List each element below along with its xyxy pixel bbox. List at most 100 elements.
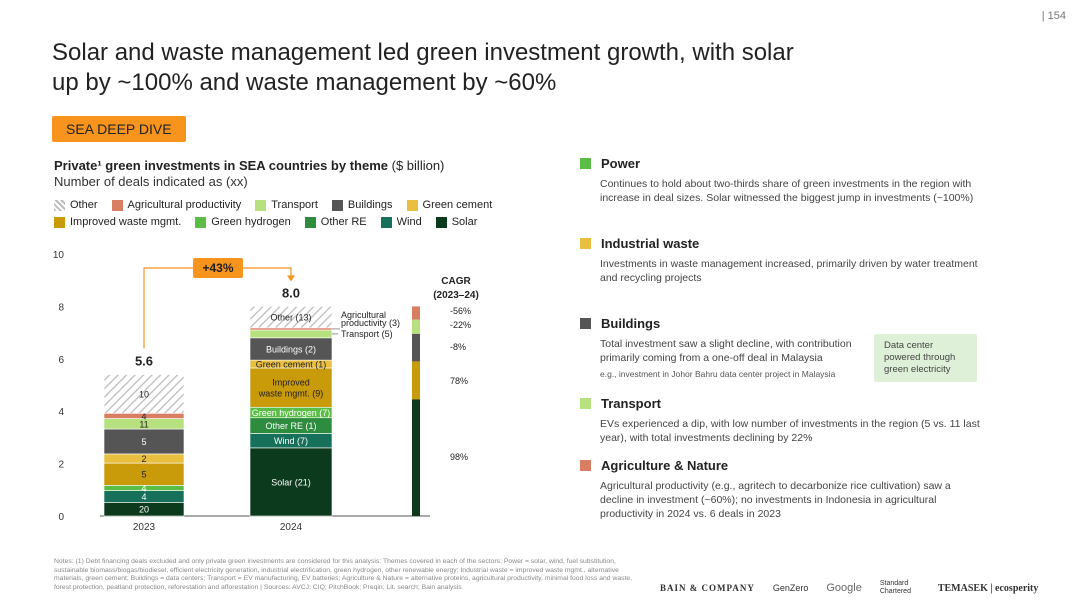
legend-item: Wind [380, 216, 422, 228]
bar-label: Solar (21) [271, 477, 311, 487]
legend-swatch [380, 216, 392, 228]
logo-genzero: GenZero [772, 583, 809, 593]
theme-color-square [580, 398, 591, 409]
cagr-strip-segment [412, 399, 420, 516]
x-tick-label: 2024 [280, 522, 303, 533]
partner-logos: BAIN & COMPANY GenZero Google Standard C… [660, 580, 1038, 596]
theme-heading: Power [580, 156, 980, 171]
legend-item: Transport [255, 199, 318, 211]
theme-description: EVs experienced a dip, with low number o… [600, 418, 980, 444]
bar-label: 20 [139, 505, 149, 515]
bar-label: Other RE (1) [265, 421, 316, 431]
annotation-label: productivity (3) [341, 318, 400, 328]
bar-label: 11 [139, 419, 148, 429]
legend-label: Transport [271, 199, 318, 211]
bar-total: 8.0 [282, 285, 300, 300]
legend-label: Other [70, 199, 98, 211]
bar-label: 5 [141, 437, 146, 447]
theme-name: Agriculture & Nature [601, 458, 729, 473]
legend-swatch [255, 199, 267, 211]
theme-block: Agriculture & Nature Agricultural product… [580, 458, 980, 521]
theme-description: Agricultural productivity (e.g., agritec… [600, 480, 951, 520]
bar-label: Improved [272, 378, 310, 388]
theme-color-square [580, 318, 591, 329]
theme-description: Total investment saw a slight decline, w… [600, 338, 852, 364]
bar-label: 4 [141, 492, 146, 502]
theme-name: Transport [601, 396, 661, 411]
data-center-callout: Data center powered through green electr… [874, 334, 977, 382]
theme-block: Buildings Total investment saw a slight d… [580, 316, 980, 379]
legend-label: Agricultural productivity [127, 199, 242, 211]
legend-item: Buildings [331, 199, 393, 211]
cagr-value: 78% [450, 376, 468, 386]
cagr-strip-segment [412, 361, 420, 400]
chart-legend-row-1: Other Agricultural productivity Transport B… [54, 199, 492, 211]
theme-description: Investments in waste management increase… [600, 258, 978, 284]
cagr-title: (2023–24) [433, 290, 479, 301]
cagr-value: 98% [450, 452, 468, 462]
y-tick-label: 10 [53, 250, 65, 261]
theme-name: Industrial waste [601, 236, 700, 251]
legend-item: Other [54, 199, 98, 211]
bar-segment [249, 329, 333, 339]
legend-swatch [54, 199, 65, 211]
y-tick-label: 0 [58, 512, 64, 523]
section-tag: SEA DEEP DIVE [52, 116, 186, 142]
chart-unit: ($ billion) [391, 158, 445, 173]
bar-label: Wind (7) [274, 436, 308, 446]
cagr-strip-segment [412, 333, 420, 362]
theme-name: Buildings [601, 316, 661, 331]
cagr-strip-segment [412, 319, 420, 334]
bar-segment [103, 428, 185, 455]
bar-label: Green hydrogen (7) [252, 408, 331, 418]
chart-title-text: Private¹ green investments in SEA countr… [54, 158, 389, 173]
chart-legend-row-2: Improved waste mgmt. Green hydrogen Other … [54, 216, 477, 228]
y-tick-label: 6 [58, 355, 64, 366]
growth-badge [193, 258, 243, 278]
cagr-value: -8% [450, 342, 466, 352]
bar-label: Buildings (2) [266, 344, 316, 354]
legend-swatch [54, 216, 65, 228]
legend-item: Green cement [406, 199, 493, 211]
legend-swatch [406, 199, 418, 211]
bar-segment [103, 374, 185, 414]
theme-block: Industrial waste Investments in waste man… [580, 236, 980, 285]
theme-color-square [580, 238, 591, 249]
theme-block: Power Continues to hold about two-thirds … [580, 156, 980, 205]
legend-label: Other RE [320, 216, 367, 228]
logo-bain: BAIN & COMPANY [660, 583, 755, 593]
growth-arrow-head [287, 275, 295, 282]
bar-segment [249, 447, 333, 517]
annotation-label: Agricultural [341, 310, 386, 320]
theme-heading: Agriculture & Nature [580, 458, 980, 473]
bar-label: Other (13) [270, 313, 311, 323]
legend-item: Green hydrogen [195, 216, 291, 228]
legend-label: Solar [451, 216, 478, 228]
y-tick-label: 4 [58, 407, 64, 418]
footnotes: Notes: (1) Debt financing deals excluded… [54, 558, 633, 591]
theme-example: e.g., investment in Johor Bahru data cen… [600, 369, 836, 379]
theme-name: Power [601, 156, 641, 171]
legend-swatch [195, 216, 207, 228]
page-title: Solar and waste management led green inv… [52, 39, 794, 96]
bar-label: 5 [141, 470, 146, 480]
legend-item: Improved waste mgmt. [54, 216, 181, 228]
legend-label: Buildings [347, 199, 393, 211]
bar-label: 10 [139, 389, 149, 399]
legend-swatch [331, 199, 343, 211]
theme-heading: Buildings [580, 316, 980, 331]
legend-swatch [111, 199, 123, 211]
annotation-label: Transport (5) [341, 329, 393, 339]
theme-color-square [580, 460, 591, 471]
legend-item: Solar [435, 216, 478, 228]
bar-label: 4 [141, 411, 146, 421]
logo-google: Google [826, 582, 862, 594]
bar-label: 2 [141, 454, 146, 464]
legend-swatch [304, 216, 316, 228]
bar-segment [249, 327, 333, 331]
theme-color-square [580, 158, 591, 169]
legend-label: Green cement [422, 199, 493, 211]
theme-description: Continues to hold about two-thirds share… [600, 178, 974, 204]
cagr-title: CAGR [441, 276, 471, 287]
